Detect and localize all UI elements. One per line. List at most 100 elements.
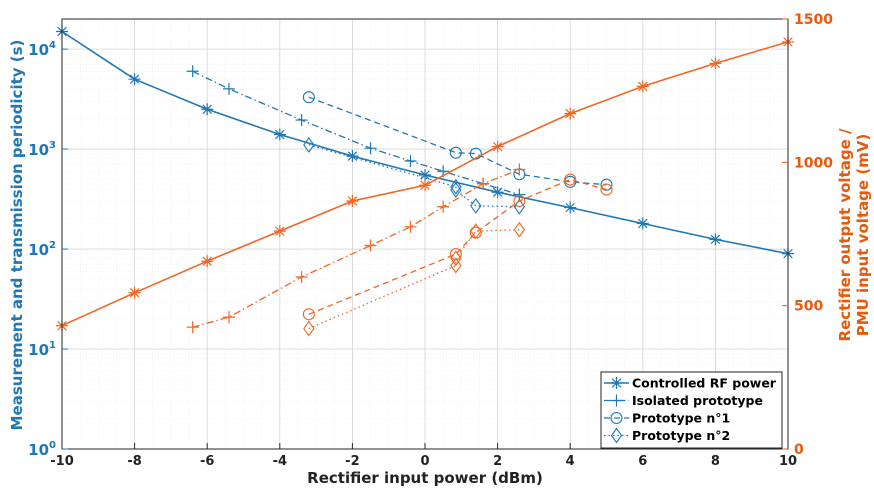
- asterisk-marker: [273, 128, 286, 141]
- diamond-marker: [303, 320, 315, 337]
- series-left-plus: [186, 65, 526, 201]
- circle-marker: [469, 147, 482, 160]
- legend-label: Prototype n°1: [632, 411, 730, 426]
- asterisk-marker: [128, 286, 141, 299]
- asterisk-marker: [491, 140, 504, 153]
- right-tick-label: 0: [794, 442, 804, 458]
- left-axis-title: Measurement and transmission periodicity…: [8, 40, 26, 431]
- legend-label: Isolated prototype: [632, 393, 763, 408]
- x-tick-label: -8: [127, 454, 141, 469]
- diamond-marker: [450, 257, 462, 274]
- left-tick-label: 101: [28, 340, 56, 359]
- series-line: [308, 144, 520, 208]
- plus-marker: [222, 311, 235, 324]
- series-right-diamond: [303, 221, 526, 337]
- legend-item: Prototype n°1: [604, 411, 730, 426]
- plus-marker: [513, 163, 526, 176]
- plus-marker: [186, 65, 199, 78]
- right-tick-label: 1000: [794, 155, 833, 171]
- left-tick-label: 100: [28, 440, 56, 459]
- series-right-plus: [186, 163, 526, 334]
- asterisk-marker: [201, 255, 214, 268]
- right-axis-title-line1: Rectifier output voltage /: [836, 128, 854, 341]
- series-line: [308, 178, 607, 315]
- diamond-marker: [513, 221, 526, 238]
- circle-marker: [513, 194, 526, 208]
- plus-marker: [364, 142, 377, 155]
- asterisk-marker: [636, 217, 649, 230]
- diamond-marker: [513, 198, 526, 215]
- left-tick-label: 104: [28, 40, 56, 59]
- series-line: [308, 96, 607, 186]
- asterisk-marker: [491, 186, 504, 199]
- circle-marker: [600, 183, 613, 196]
- asterisk-marker: [346, 150, 359, 163]
- x-axis-ticks: -10 -8 -6 -4 -2 0 2 4 6 8 10: [50, 443, 797, 469]
- plus-marker: [186, 321, 199, 334]
- plus-marker: [222, 82, 235, 95]
- series-right-asterisk: [56, 35, 794, 332]
- circle-marker: [449, 146, 462, 159]
- plus-marker: [404, 154, 417, 167]
- left-axis-ticks: 100 101 102 103 104: [28, 40, 68, 459]
- asterisk-marker: [709, 57, 722, 70]
- plus-marker: [364, 239, 377, 252]
- asterisk-marker: [128, 73, 141, 86]
- legend-label: Prototype n°2: [632, 428, 730, 443]
- plus-marker: [437, 200, 450, 213]
- left-tick-label: 102: [28, 240, 56, 259]
- x-tick-label: 2: [493, 454, 502, 469]
- series-line: [192, 168, 520, 328]
- legend-box: [600, 371, 783, 449]
- x-tick-label: 0: [420, 454, 429, 469]
- legend: Controlled RF power Isolated prototype Pro…: [600, 371, 783, 449]
- plus-marker: [295, 271, 308, 283]
- plus-marker: [295, 114, 308, 127]
- series-left-asterisk: [56, 25, 794, 260]
- plus-marker: [477, 177, 490, 190]
- x-tick-label: -6: [200, 454, 214, 469]
- circle-marker: [610, 411, 623, 425]
- diamond-marker: [610, 427, 623, 444]
- asterisk-marker: [419, 179, 431, 192]
- asterisk-marker: [636, 80, 649, 93]
- series-right-circle: [302, 173, 613, 321]
- circle-marker: [302, 91, 315, 104]
- series-line: [192, 70, 520, 196]
- asterisk-marker: [273, 225, 286, 238]
- diamond-marker: [470, 197, 482, 214]
- asterisk-marker: [346, 195, 359, 208]
- legend-item: Controlled RF power: [604, 376, 777, 391]
- legend-item: Isolated prototype: [604, 393, 763, 408]
- right-tick-label: 1500: [794, 12, 833, 28]
- x-tick-label: 4: [566, 454, 575, 469]
- diamond-marker: [303, 136, 315, 153]
- plus-marker: [513, 188, 526, 201]
- right-axis-ticks: 0 500 1000 1500: [782, 12, 833, 458]
- circle-marker: [302, 308, 315, 321]
- asterisk-marker: [564, 201, 577, 214]
- plus-marker: [404, 220, 417, 233]
- circle-marker: [449, 248, 462, 261]
- series-left-circle: [302, 91, 613, 191]
- series-line: [308, 229, 520, 330]
- asterisk-marker: [610, 377, 623, 389]
- asterisk-marker: [419, 169, 431, 182]
- plus-marker: [610, 394, 623, 407]
- right-axis-title-line2: PMU input voltage (mV): [854, 134, 872, 337]
- right-tick-label: 500: [794, 299, 823, 315]
- diamond-marker: [450, 182, 462, 198]
- left-tick-label: 103: [28, 140, 56, 159]
- x-tick-label: -2: [345, 454, 359, 469]
- asterisk-marker: [709, 233, 722, 246]
- series-layer: [56, 25, 794, 337]
- x-axis-title: Rectifier input power (dBm): [307, 469, 543, 487]
- diamond-marker: [470, 223, 482, 240]
- diamond-marker: [450, 250, 462, 267]
- asterisk-marker: [564, 107, 577, 120]
- x-tick-label: 10: [779, 454, 797, 469]
- x-tick-label: -10: [50, 454, 74, 469]
- series-left-diamond: [303, 136, 526, 215]
- diamond-marker: [450, 178, 462, 195]
